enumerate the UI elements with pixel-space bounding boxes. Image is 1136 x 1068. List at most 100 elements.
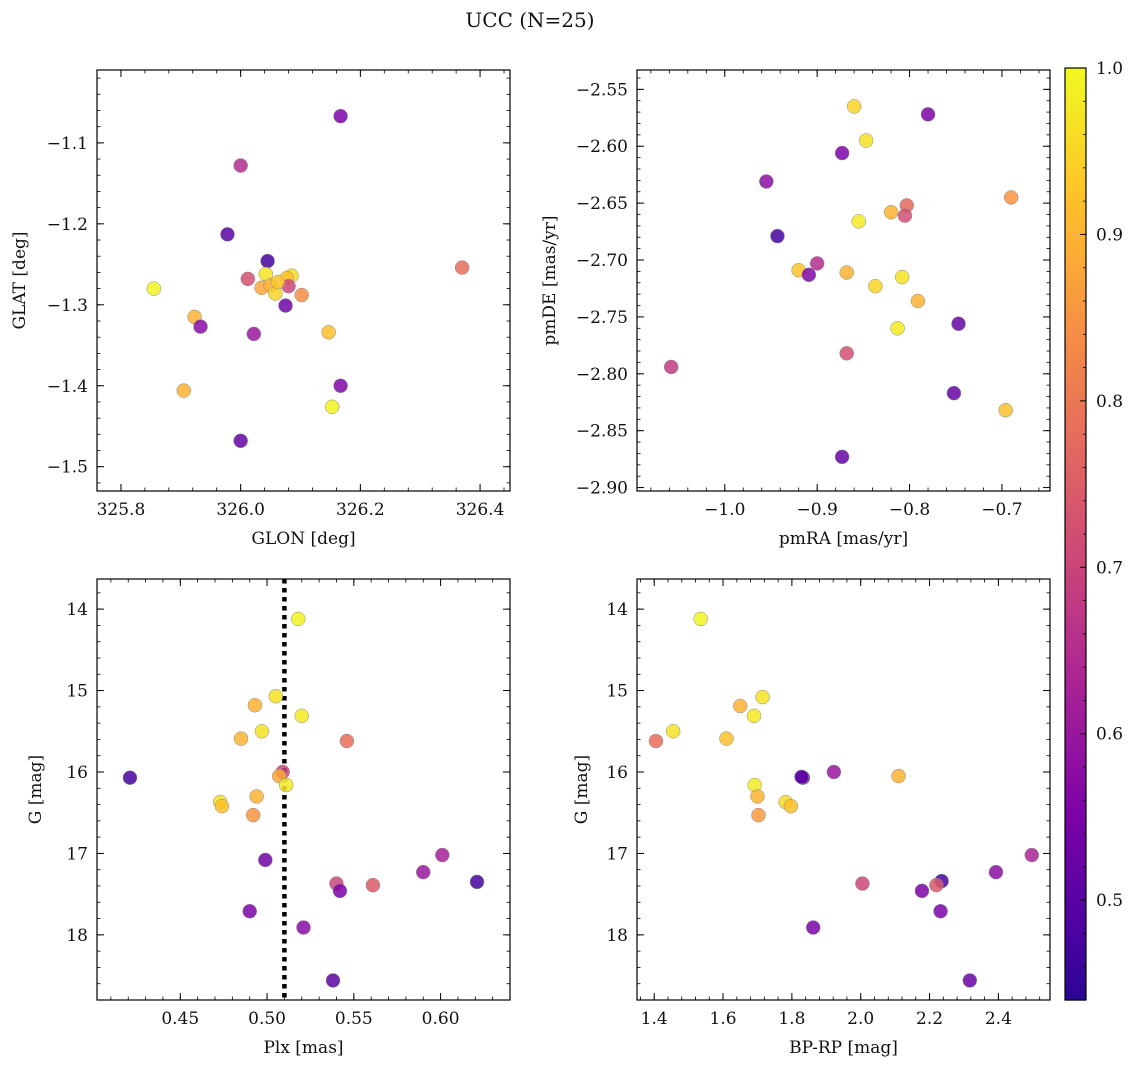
colorbar-segment xyxy=(1065,805,1086,815)
y-tick-label: −1.3 xyxy=(47,296,88,316)
colorbar-segment xyxy=(1065,215,1086,224)
colorbar-segment xyxy=(1065,254,1086,263)
data-point-p2-9 xyxy=(851,214,866,229)
data-point-p1-23 xyxy=(233,433,248,449)
colorbar-segment xyxy=(1065,976,1086,986)
colorbar-segment xyxy=(1065,673,1086,683)
y-tick-label: −1.1 xyxy=(47,134,88,154)
colorbar-segment xyxy=(1065,106,1086,116)
colorbar-segment xyxy=(1065,223,1086,232)
data-point-p3-1 xyxy=(268,689,283,704)
data-point-p2-23 xyxy=(998,402,1013,418)
y-tick-label: −2.65 xyxy=(576,194,628,214)
data-point-p4-4 xyxy=(665,724,681,739)
y-axis-label: G [mag] xyxy=(572,755,592,824)
data-point-p2-2 xyxy=(858,133,874,148)
colorbar-segment xyxy=(1065,650,1086,659)
y-tick-label: −1.5 xyxy=(47,458,88,478)
data-point-p1-22 xyxy=(176,383,192,398)
colorbar-tick-label: 0.8 xyxy=(1096,392,1123,412)
data-point-p1-12 xyxy=(294,287,309,303)
colorbar-segment xyxy=(1065,269,1086,279)
colorbar-segment xyxy=(1065,642,1086,652)
colorbar-segment xyxy=(1065,798,1086,807)
data-point-p3-24 xyxy=(325,973,341,988)
colorbar-segment xyxy=(1065,308,1086,318)
y-tick-label: −2.70 xyxy=(576,251,628,271)
data-point-p4-9 xyxy=(891,768,906,784)
colorbar-segment xyxy=(1065,502,1086,512)
scatter-points xyxy=(648,611,1040,988)
colorbar-segment xyxy=(1065,751,1086,760)
colorbar-segment xyxy=(1065,549,1086,558)
data-point-p1-16 xyxy=(193,319,208,334)
colorbar-segment xyxy=(1065,953,1086,962)
colorbar-segment xyxy=(1065,378,1086,388)
x-tick-label: 0.60 xyxy=(422,1009,460,1029)
colorbar-segment xyxy=(1065,580,1086,589)
colorbar-segment xyxy=(1065,813,1086,822)
colorbar-segment xyxy=(1065,992,1086,1001)
colorbar-tick-label: 1.0 xyxy=(1096,59,1123,79)
data-point-p4-16 xyxy=(988,864,1004,880)
colorbar-segment xyxy=(1065,922,1086,931)
x-tick-label: 326.4 xyxy=(456,500,505,520)
data-point-p4-0 xyxy=(693,611,708,627)
data-point-p1-20 xyxy=(333,378,348,393)
data-point-p2-3 xyxy=(834,145,850,161)
colorbar-segment xyxy=(1065,262,1086,271)
colorbar-segment xyxy=(1065,712,1086,721)
colorbar-segment xyxy=(1065,440,1086,450)
colorbar-segment xyxy=(1065,689,1086,698)
colorbar-segment xyxy=(1065,277,1086,287)
colorbar-segment xyxy=(1065,433,1086,442)
colorbar-segment xyxy=(1065,137,1086,147)
data-point-p2-22 xyxy=(946,385,962,401)
colorbar-segment xyxy=(1065,526,1086,535)
colorbar-segment xyxy=(1065,697,1086,706)
colorbar-segment xyxy=(1065,619,1086,628)
colorbar-segment xyxy=(1065,774,1086,784)
colorbar-segment xyxy=(1065,961,1086,970)
colorbar-segment xyxy=(1065,906,1086,916)
data-point-p2-17 xyxy=(910,293,926,309)
colorbar-segment xyxy=(1065,386,1086,395)
data-point-p2-0 xyxy=(846,99,862,114)
colorbar-segment xyxy=(1065,510,1086,520)
data-point-p1-3 xyxy=(260,253,275,269)
x-axis-label: GLON [deg] xyxy=(251,529,355,549)
data-point-p4-1 xyxy=(755,689,770,705)
colorbar-segment xyxy=(1065,68,1086,77)
data-point-p4-3 xyxy=(746,708,762,724)
axes-frame xyxy=(96,578,511,1001)
y-tick-label: −1.2 xyxy=(47,215,88,235)
data-point-p2-21 xyxy=(663,359,679,375)
data-point-p4-19 xyxy=(929,877,944,893)
data-point-p2-5 xyxy=(1003,190,1019,205)
y-tick-label: −2.80 xyxy=(576,365,628,385)
y-axis-label: GLAT [deg] xyxy=(10,231,30,329)
colorbar-tick-label: 0.6 xyxy=(1096,725,1123,745)
data-point-p2-18 xyxy=(951,316,966,331)
data-point-p4-21 xyxy=(933,903,948,919)
colorbar-segment xyxy=(1065,518,1086,527)
colorbar-segment xyxy=(1065,836,1086,846)
colorbar-segment xyxy=(1065,596,1086,605)
subplot-p4: 1.4 1.6 1.8 2.0 2.2 2.4 14 15 16 17 18 BP-RP [mag] G… xyxy=(572,578,1051,1058)
colorbar-segment xyxy=(1065,347,1086,356)
data-point-p3-11 xyxy=(249,789,264,804)
scatter-points xyxy=(146,108,470,449)
colorbar-segment xyxy=(1065,875,1086,885)
data-point-p1-24 xyxy=(270,274,286,290)
data-point-p3-0 xyxy=(291,611,306,627)
data-point-p3-22 xyxy=(242,903,257,919)
colorbar-segment xyxy=(1065,968,1086,978)
colorbar-segment xyxy=(1065,937,1086,947)
subplot-p2: −1.0 −0.9 −0.8 −0.7 −2.55 −2.60 −2.65 −2.70 −2.7… xyxy=(540,69,1051,549)
y-tick-label: 14 xyxy=(66,600,88,620)
colorbar-segment xyxy=(1065,83,1086,92)
x-tick-label: 1.8 xyxy=(778,1009,805,1029)
data-point-p2-13 xyxy=(839,265,854,280)
colorbar-segment xyxy=(1065,611,1086,621)
